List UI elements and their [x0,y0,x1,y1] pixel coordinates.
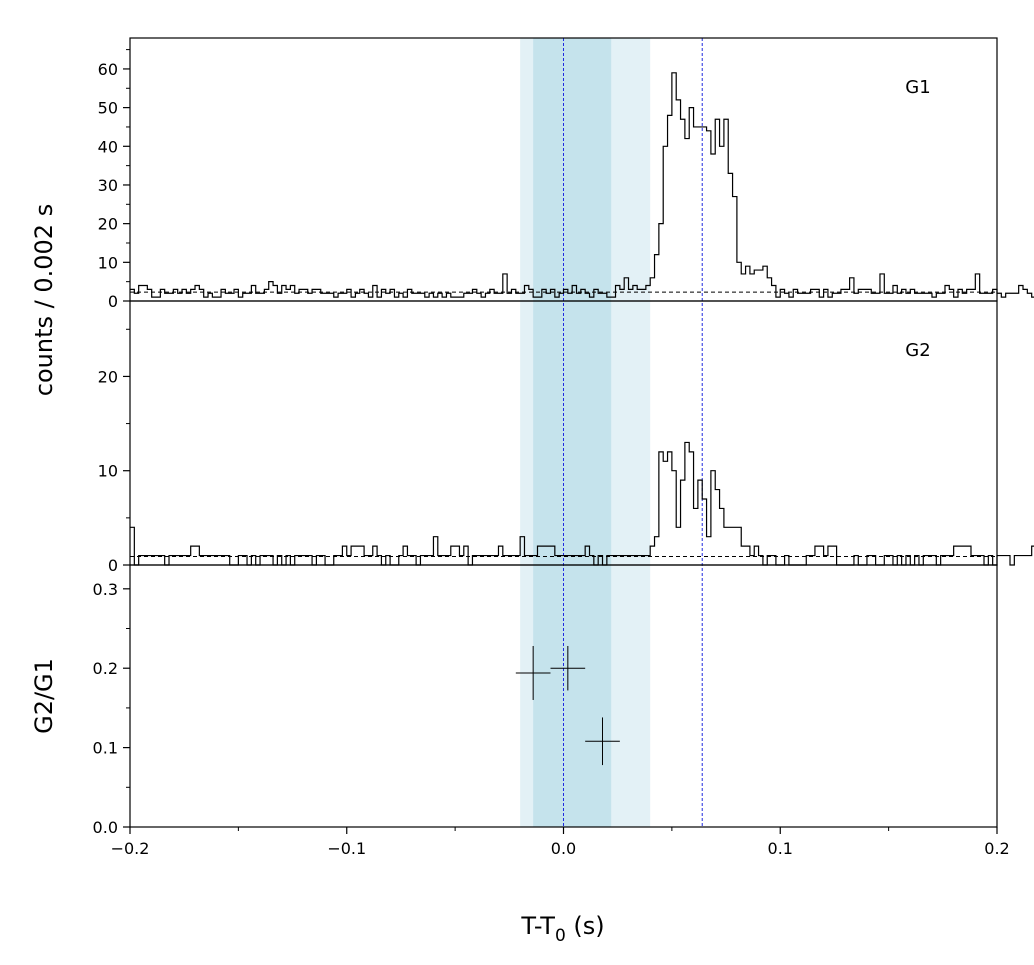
ratio-point-0 [515,645,551,700]
ratio-point-1 [550,645,586,691]
ytick-label-ratio-3: 0.3 [93,580,118,599]
x-axis-title-tail: (s) [566,912,605,940]
xtick-label-2: 0.0 [551,839,576,858]
ytick-label-G1-1: 10 [98,253,118,272]
x-axis-title-main: T-T [520,912,555,940]
xtick-label-1: −0.1 [327,839,366,858]
axes: 0 10 20 30 40 50 60 G1 0 10 20 G2 0.0 0.1 0.2 0.3 G2/G1 −… [30,37,1010,858]
x-axis-title: T-T0 (s) [520,912,604,946]
y-axis-title-ratio: G2/G1 [30,658,58,734]
panel-ratio [515,645,620,766]
reference-lines [563,38,703,827]
ytick-label-ratio-1: 0.1 [93,739,118,758]
ytick-label-G1-4: 40 [98,137,118,156]
ytick-label-G1-3: 30 [98,176,118,195]
ytick-label-G2-1: 10 [98,462,118,481]
ytick-label-ratio-2: 0.2 [93,659,118,678]
ytick-label-G2-2: 20 [98,367,118,386]
ytick-label-G2-0: 0 [108,556,118,575]
xtick-label-0: −0.2 [111,839,150,858]
x-axis-title-subscript: 0 [555,926,566,946]
ytick-label-ratio-0: 0.0 [93,818,118,837]
xtick-label-4: 0.2 [984,839,1009,858]
xtick-label-3: 0.1 [768,839,793,858]
band-dark [533,38,612,827]
panel-G1 [130,72,1034,298]
histogram-G1 [130,72,1034,298]
ratio-point-2 [585,717,620,766]
panel-label-G1: G1 [905,77,930,98]
ytick-label-G1-0: 0 [108,292,118,311]
y-axis-title-counts: counts / 0.002 s [30,204,58,396]
ytick-label-G1-2: 20 [98,215,118,234]
ytick-label-G1-5: 50 [98,99,118,118]
panel-label-G2: G2 [905,340,930,361]
ytick-label-G1-6: 60 [98,60,118,79]
time-bands [520,38,651,827]
